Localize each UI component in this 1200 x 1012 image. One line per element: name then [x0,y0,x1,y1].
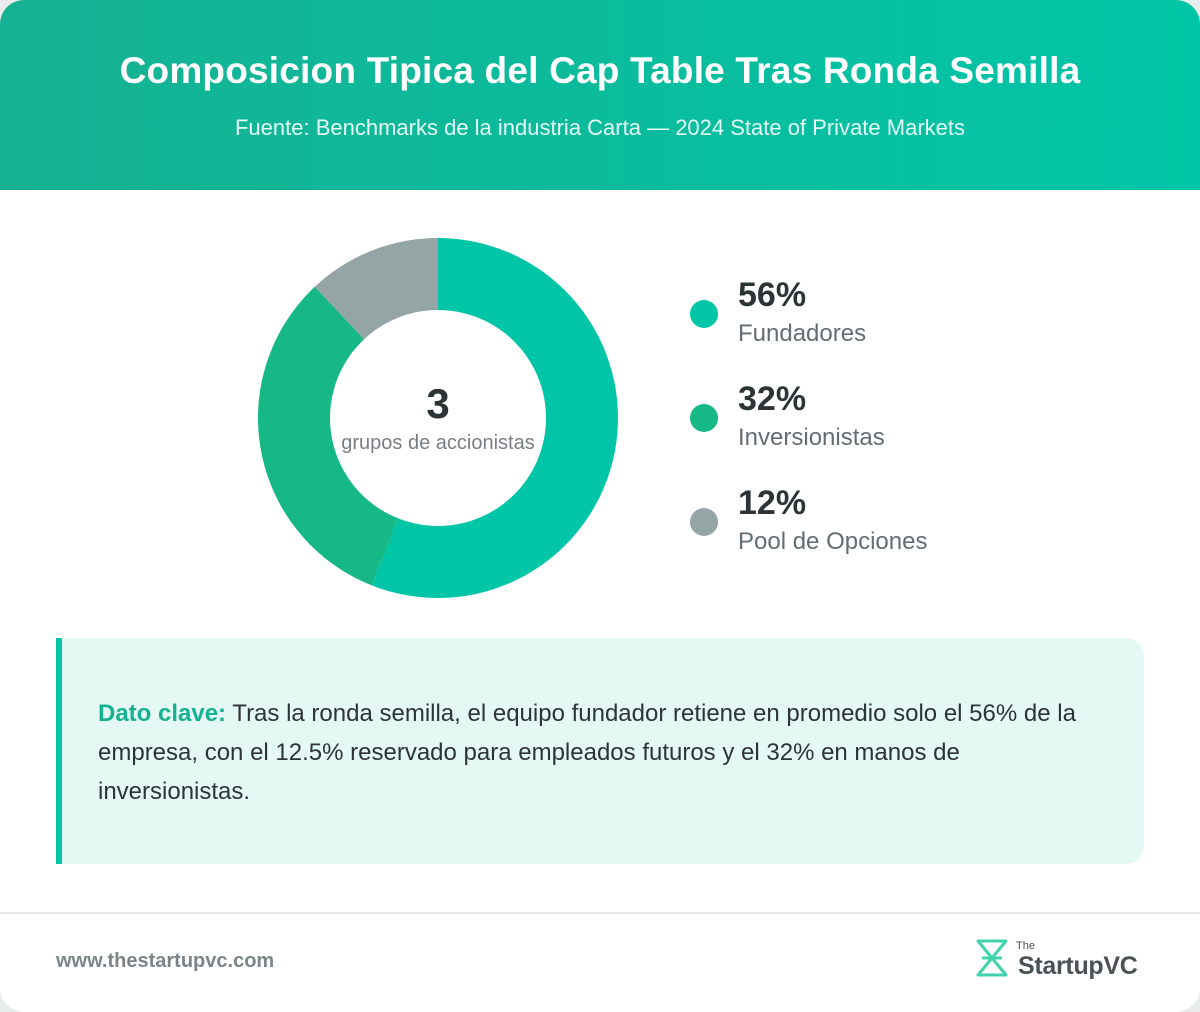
donut-slice-pool-de-opciones [314,238,438,340]
legend-label: Fundadores [738,320,867,347]
legend-value: 56% [738,276,807,314]
legend-dot [690,404,718,432]
legend-dot [690,508,718,536]
logo-the-text: The [1016,940,1035,952]
hourglass-logo-icon [976,939,1008,977]
footer-divider [0,912,1200,914]
legend-label: Pool de Opciones [738,528,928,555]
legend-label: Inversionistas [738,424,885,451]
header-banner: Composicion Tipica del Cap Table Tras Ro… [0,0,1200,190]
donut-center-value: 3 [426,380,450,427]
callout-text: Dato clave: Tras la ronda semilla, el eq… [98,694,1108,811]
legend-item-fundadores: 56% Fundadores [690,276,1150,380]
callout-accent-bar [56,638,62,864]
callout-body: Tras la ronda semilla, el equipo fundado… [98,700,1076,805]
brand-logo: The StartupVC [974,938,1154,984]
legend-dot [690,300,718,328]
callout-key-label: Dato clave: [98,700,227,727]
key-fact-callout: Dato clave: Tras la ronda semilla, el eq… [56,638,1144,864]
donut-slice-inversionistas [258,286,399,586]
legend-value: 12% [738,484,807,522]
chart-legend: 56% Fundadores 32% Inversionistas 12% Po… [690,276,1150,588]
legend-value: 32% [738,380,807,418]
donut-center-label: grupos de accionistas [341,432,535,454]
page-subtitle: Fuente: Benchmarks de la industria Carta… [234,115,966,140]
legend-item-pool-de-opciones: 12% Pool de Opciones [690,484,1150,588]
donut-chart-svg [258,238,618,598]
legend-item-inversionistas: 32% Inversionistas [690,380,1150,484]
logo-name-text: StartupVC [1018,952,1138,980]
donut-slice-fundadores [371,238,618,598]
donut-chart: 3 grupos de accionistas [258,238,618,598]
page-title: Composicion Tipica del Cap Table Tras Ro… [119,50,1081,91]
footer-url-link[interactable]: www.thestartupvc.com [56,950,275,972]
